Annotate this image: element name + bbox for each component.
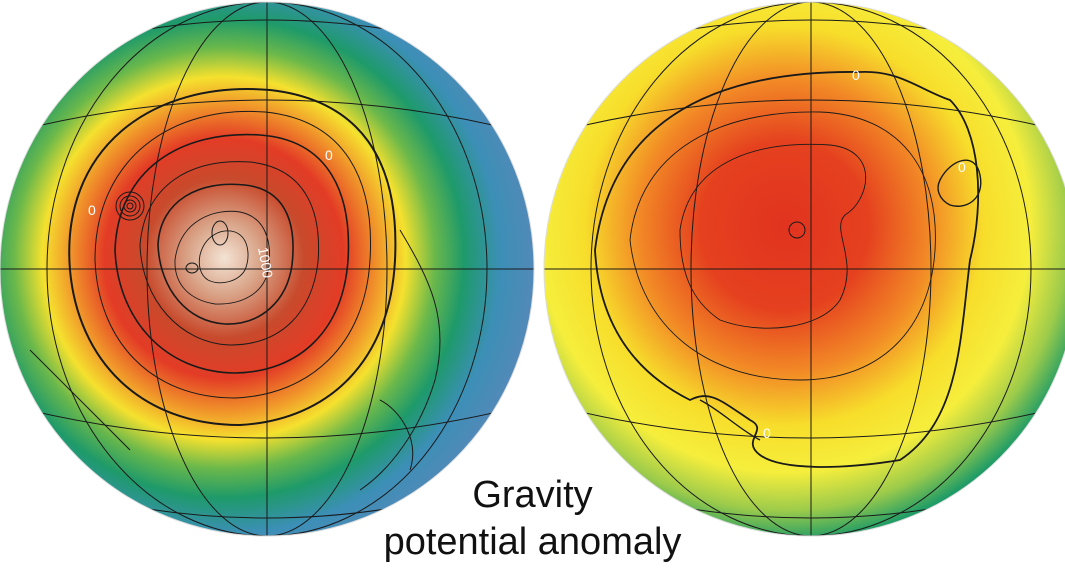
contour-label: 0 <box>852 67 860 83</box>
contour-label: 0 <box>958 159 966 175</box>
contours-right <box>594 71 982 468</box>
hemisphere-right: 0 0 0 <box>543 1 1065 537</box>
hemisphere-left: 0 0 1000 <box>0 1 535 537</box>
contour-label: 0 <box>88 202 96 218</box>
graticule-left <box>0 2 534 536</box>
contour-label: 1000 <box>255 246 276 280</box>
contours-left <box>29 88 441 491</box>
figure-caption-line2: potential anomaly <box>383 521 682 563</box>
figure-caption-line1: Gravity <box>472 474 593 516</box>
contour-label: 0 <box>763 425 771 441</box>
contour-label: 0 <box>325 147 333 163</box>
